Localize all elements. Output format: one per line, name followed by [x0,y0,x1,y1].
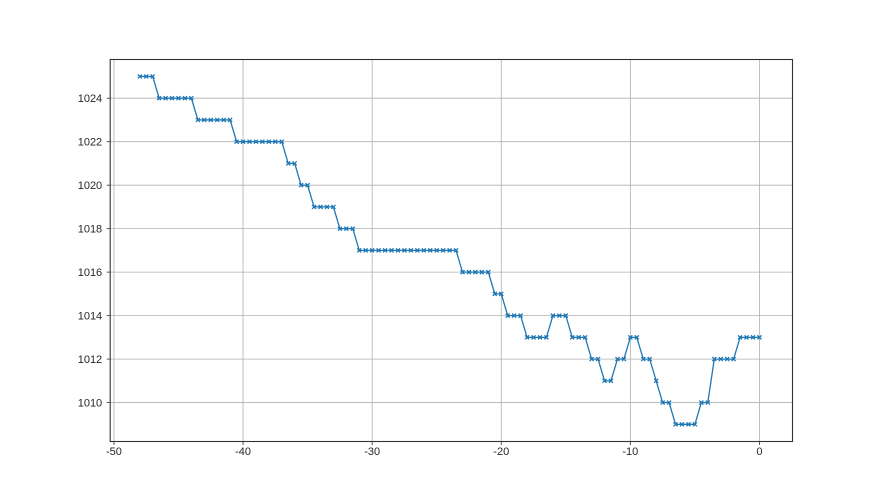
svg-text:1016: 1016 [78,267,102,279]
svg-text:1020: 1020 [78,180,102,192]
svg-text:-50: -50 [106,446,122,458]
svg-text:0: 0 [756,446,762,458]
svg-text:1018: 1018 [78,224,102,236]
svg-text:1022: 1022 [78,137,102,149]
svg-text:-10: -10 [622,446,638,458]
svg-text:-20: -20 [493,446,509,458]
svg-text:1010: 1010 [78,398,102,410]
svg-text:-30: -30 [364,446,380,458]
svg-text:1014: 1014 [78,311,102,323]
svg-text:1024: 1024 [78,93,102,105]
svg-text:1012: 1012 [78,354,102,366]
svg-text:-40: -40 [235,446,251,458]
